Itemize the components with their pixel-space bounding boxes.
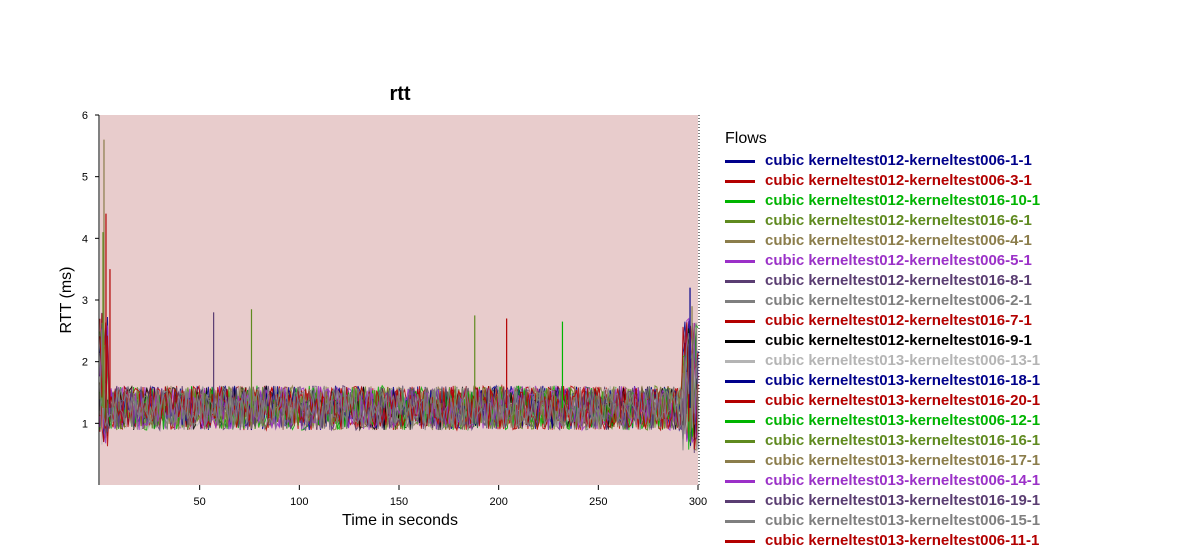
legend-swatch — [725, 519, 755, 523]
legend-item: cubic kerneltest012-kerneltest016-9-1 — [725, 331, 1195, 351]
y-tick-label-4: 5 — [82, 172, 88, 184]
legend-label: cubic kerneltest012-kerneltest016-10-1 — [765, 192, 1041, 209]
legend-item: cubic kerneltest012-kerneltest016-7-1 — [725, 311, 1195, 331]
legend-item: cubic kerneltest012-kerneltest006-3-1 — [725, 171, 1195, 191]
legend-swatch — [725, 359, 755, 363]
legend-label: cubic kerneltest013-kerneltest006-14-1 — [765, 472, 1041, 489]
legend-swatch — [725, 259, 755, 263]
legend-item: cubic kerneltest013-kerneltest016-18-1 — [725, 371, 1195, 391]
legend-item: cubic kerneltest012-kerneltest006-5-1 — [725, 251, 1195, 271]
legend: Flows cubic kerneltest012-kerneltest006-… — [725, 128, 1195, 551]
legend-item: cubic kerneltest013-kerneltest006-13-1 — [725, 351, 1195, 371]
legend-label: cubic kerneltest012-kerneltest016-7-1 — [765, 312, 1032, 329]
legend-label: cubic kerneltest012-kerneltest016-8-1 — [765, 272, 1032, 289]
legend-item: cubic kerneltest013-kerneltest006-14-1 — [725, 471, 1195, 491]
y-tick-label-2: 3 — [82, 295, 88, 307]
legend-label: cubic kerneltest012-kerneltest016-9-1 — [765, 332, 1032, 349]
legend-label: cubic kerneltest013-kerneltest016-20-1 — [765, 392, 1041, 409]
legend-item: cubic kerneltest013-kerneltest006-12-1 — [725, 411, 1195, 431]
y-tick-label-1: 2 — [82, 357, 88, 369]
legend-label: cubic kerneltest012-kerneltest006-1-1 — [765, 152, 1032, 169]
legend-swatch — [725, 179, 755, 183]
legend-label: cubic kerneltest012-kerneltest006-2-1 — [765, 292, 1032, 309]
legend-swatch — [725, 439, 755, 443]
legend-item: cubic kerneltest013-kerneltest016-20-1 — [725, 391, 1195, 411]
legend-item: cubic kerneltest013-kerneltest016-19-1 — [725, 491, 1195, 511]
legend-swatch — [725, 159, 755, 163]
legend-item: cubic kerneltest013-kerneltest016-16-1 — [725, 431, 1195, 451]
legend-swatch — [725, 459, 755, 463]
y-ticks: 1 2 3 4 5 6 — [82, 110, 99, 430]
legend-item: cubic kerneltest012-kerneltest006-2-1 — [725, 291, 1195, 311]
legend-label: cubic kerneltest013-kerneltest016-17-1 — [765, 452, 1041, 469]
legend-label: cubic kerneltest013-kerneltest006-11-1 — [765, 532, 1040, 549]
legend-label: cubic kerneltest013-kerneltest016-16-1 — [765, 432, 1041, 449]
legend-swatch — [725, 539, 755, 543]
legend-label: cubic kerneltest013-kerneltest006-15-1 — [765, 512, 1041, 529]
x-tick-label-5: 300 — [689, 496, 707, 508]
legend-label: cubic kerneltest012-kerneltest006-4-1 — [765, 232, 1032, 249]
legend-swatch — [725, 479, 755, 483]
legend-item: cubic kerneltest012-kerneltest016-10-1 — [725, 191, 1195, 211]
legend-item: cubic kerneltest013-kerneltest006-11-1 — [725, 531, 1195, 551]
x-tick-label-0: 50 — [194, 496, 206, 508]
x-tick-label-1: 100 — [290, 496, 308, 508]
y-tick-label-5: 6 — [82, 110, 88, 122]
x-ticks: 50 100 150 200 250 300 — [194, 485, 707, 508]
legend-swatch — [725, 239, 755, 243]
legend-swatch — [725, 319, 755, 323]
legend-label: cubic kerneltest013-kerneltest006-13-1 — [765, 352, 1041, 369]
legend-swatch — [725, 379, 755, 383]
legend-swatch — [725, 419, 755, 423]
legend-label: cubic kerneltest012-kerneltest016-6-1 — [765, 212, 1032, 229]
y-tick-label-0: 1 — [82, 418, 88, 430]
y-axis-title: RTT (ms) — [58, 267, 75, 334]
legend-item: cubic kerneltest012-kerneltest016-6-1 — [725, 211, 1195, 231]
series-line-7 — [99, 333, 699, 451]
legend-item: cubic kerneltest012-kerneltest006-4-1 — [725, 231, 1195, 251]
x-axis-title: Time in seconds — [342, 512, 458, 529]
legend-swatch — [725, 199, 755, 203]
legend-swatch — [725, 399, 755, 403]
series-line-18 — [99, 322, 699, 445]
series-layer — [99, 312, 699, 454]
legend-swatch — [725, 299, 755, 303]
legend-swatch — [725, 499, 755, 503]
legend-items: cubic kerneltest012-kerneltest006-1-1 cub… — [725, 151, 1195, 551]
legend-label: cubic kerneltest013-kerneltest006-12-1 — [765, 412, 1041, 429]
legend-item: cubic kerneltest012-kerneltest016-8-1 — [725, 271, 1195, 291]
legend-label: cubic kerneltest013-kerneltest016-18-1 — [765, 372, 1041, 389]
chart-title: rtt — [389, 83, 410, 105]
x-tick-label-4: 250 — [589, 496, 607, 508]
legend-item: cubic kerneltest012-kerneltest006-1-1 — [725, 151, 1195, 171]
legend-item: cubic kerneltest013-kerneltest006-15-1 — [725, 511, 1195, 531]
legend-swatch — [725, 279, 755, 283]
y-tick-label-3: 4 — [82, 233, 88, 245]
legend-label: cubic kerneltest012-kerneltest006-3-1 — [765, 172, 1032, 189]
legend-swatch — [725, 219, 755, 223]
legend-swatch — [725, 339, 755, 343]
x-tick-label-2: 150 — [390, 496, 408, 508]
legend-item: cubic kerneltest013-kerneltest016-17-1 — [725, 451, 1195, 471]
spike-layer — [102, 139, 693, 408]
legend-label: cubic kerneltest012-kerneltest006-5-1 — [765, 252, 1032, 269]
x-tick-label-3: 200 — [489, 496, 507, 508]
legend-label: cubic kerneltest013-kerneltest016-19-1 — [765, 492, 1041, 509]
legend-title: Flows — [725, 130, 767, 147]
